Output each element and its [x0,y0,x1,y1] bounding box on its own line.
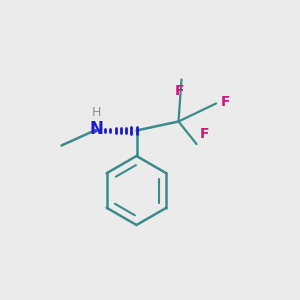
Text: F: F [220,95,230,109]
Text: N: N [89,120,103,138]
Text: F: F [200,127,210,141]
Text: F: F [175,84,185,98]
Text: H: H [91,106,101,119]
